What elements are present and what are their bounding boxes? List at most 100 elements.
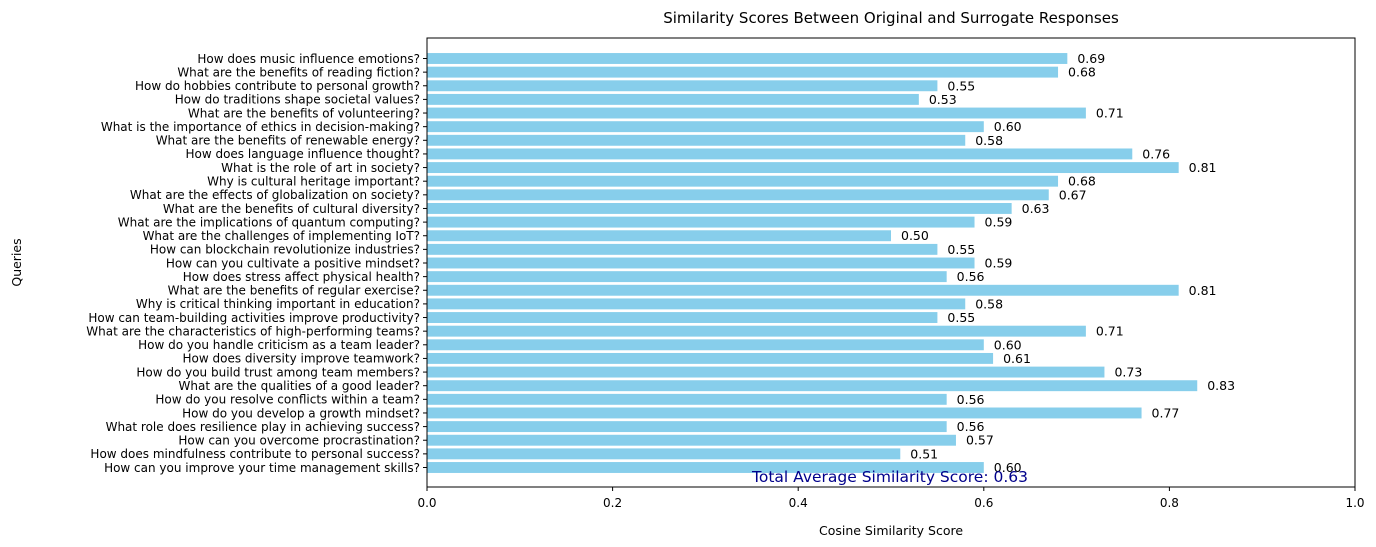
category-label: What are the effects of globalization on… (130, 188, 420, 202)
value-label: 0.61 (1003, 351, 1031, 366)
value-label: 0.50 (901, 228, 929, 243)
value-label: 0.55 (947, 78, 975, 93)
bar (427, 66, 1059, 78)
bar (427, 230, 891, 242)
x-tick-label: 0.6 (974, 496, 993, 510)
category-label: Why is critical thinking important in ed… (136, 297, 420, 311)
y-axis-label: Queries (9, 238, 24, 286)
bar (427, 339, 984, 351)
value-label: 0.67 (1059, 187, 1087, 202)
bar (427, 189, 1049, 201)
value-label: 0.73 (1114, 365, 1142, 380)
category-label: How does stress affect physical health? (183, 270, 420, 284)
bar (427, 325, 1086, 337)
x-tick-label: 0.2 (603, 496, 622, 510)
x-tick-label: 0.8 (1160, 496, 1179, 510)
x-tick-label: 0.4 (789, 496, 808, 510)
bar (427, 352, 994, 364)
bar (427, 380, 1198, 392)
bar (427, 257, 975, 269)
value-label: 0.53 (929, 92, 957, 107)
bar (427, 175, 1059, 187)
category-labels: How does music influence emotions?What a… (86, 52, 420, 475)
value-label: 0.51 (910, 446, 938, 461)
bar (427, 243, 938, 255)
category-label: What is the role of art in society? (221, 161, 420, 175)
category-label: What are the implications of quantum com… (118, 215, 420, 229)
value-label: 0.60 (994, 337, 1022, 352)
category-label: How can you cultivate a positive mindset… (166, 256, 420, 270)
bar (427, 203, 1012, 214)
category-label: Why is cultural heritage important? (207, 175, 420, 189)
bar (427, 462, 984, 473)
value-label: 0.59 (985, 215, 1013, 230)
bar (427, 93, 919, 105)
bar (427, 121, 984, 133)
category-label: What are the characteristics of high-per… (86, 324, 420, 338)
value-label: 0.56 (957, 269, 985, 284)
category-label: What is the importance of ethics in deci… (101, 120, 420, 134)
category-label: How can you improve your time management… (104, 461, 420, 475)
category-label: How do you handle criticism as a team le… (138, 338, 420, 352)
bar (427, 434, 956, 446)
category-label: How can you overcome procrastination? (178, 434, 420, 448)
bar (427, 107, 1086, 119)
category-label: What are the benefits of reading fiction… (177, 65, 420, 79)
bar (427, 298, 966, 310)
value-label: 0.56 (957, 392, 985, 407)
category-label: What are the benefits of cultural divers… (163, 202, 420, 216)
value-label: 0.60 (994, 119, 1022, 134)
value-label: 0.68 (1068, 174, 1096, 189)
value-label: 0.77 (1152, 405, 1180, 420)
category-label: How can blockchain revolutionize industr… (150, 243, 420, 257)
category-label: How do you build trust among team member… (136, 365, 420, 379)
value-label: 0.56 (957, 419, 985, 434)
category-label: How do you develop a growth mindset? (182, 406, 420, 420)
value-label: 0.81 (1189, 283, 1217, 298)
category-label: What are the qualities of a good leader? (179, 379, 420, 393)
category-label: What are the benefits of volunteering? (188, 106, 420, 120)
category-label: How can team-building activities improve… (88, 311, 420, 325)
value-label: 0.63 (1022, 201, 1050, 216)
category-label: What are the challenges of implementing … (143, 229, 420, 243)
category-label: How does language influence thought? (185, 147, 420, 161)
category-label: How does mindfulness contribute to perso… (90, 447, 420, 461)
bar (427, 284, 1179, 296)
bar (427, 312, 938, 323)
x-tick-label: 0.0 (417, 496, 436, 510)
chart-title: Similarity Scores Between Original and S… (663, 9, 1119, 27)
bar (427, 407, 1142, 419)
x-axis-label: Cosine Similarity Score (819, 523, 963, 538)
value-label: 0.76 (1142, 146, 1170, 161)
bar (427, 271, 947, 283)
bar (427, 216, 975, 228)
bar (427, 80, 938, 92)
value-label: 0.57 (966, 433, 994, 448)
value-label: 0.68 (1068, 65, 1096, 80)
category-label: How do traditions shape societal values? (175, 93, 420, 107)
average-score-annotation: Total Average Similarity Score: 0.63 (751, 468, 1028, 486)
x-tick-label: 1.0 (1345, 496, 1364, 510)
value-label: 0.81 (1189, 160, 1217, 175)
bar (427, 421, 947, 433)
value-label: 0.69 (1077, 51, 1105, 66)
value-label: 0.55 (947, 310, 975, 325)
value-label: 0.58 (975, 133, 1003, 148)
value-label: 0.58 (975, 296, 1003, 311)
bar (427, 366, 1105, 378)
bar (427, 162, 1179, 174)
bar (427, 134, 966, 146)
category-label: How do you resolve conflicts within a te… (155, 393, 420, 407)
value-label: 0.60 (994, 460, 1022, 475)
value-labels: 0.690.680.550.530.710.600.580.760.810.68… (901, 51, 1235, 475)
category-label: How does diversity improve teamwork? (183, 352, 420, 366)
category-label: What are the benefits of renewable energ… (156, 134, 420, 148)
category-label: What role does resilience play in achiev… (106, 420, 420, 434)
value-label: 0.83 (1207, 378, 1235, 393)
bars-layer (427, 53, 1198, 473)
category-label: How do hobbies contribute to personal gr… (135, 79, 420, 93)
value-label: 0.71 (1096, 106, 1124, 121)
category-label: What are the benefits of regular exercis… (168, 284, 420, 298)
bar (427, 148, 1133, 160)
